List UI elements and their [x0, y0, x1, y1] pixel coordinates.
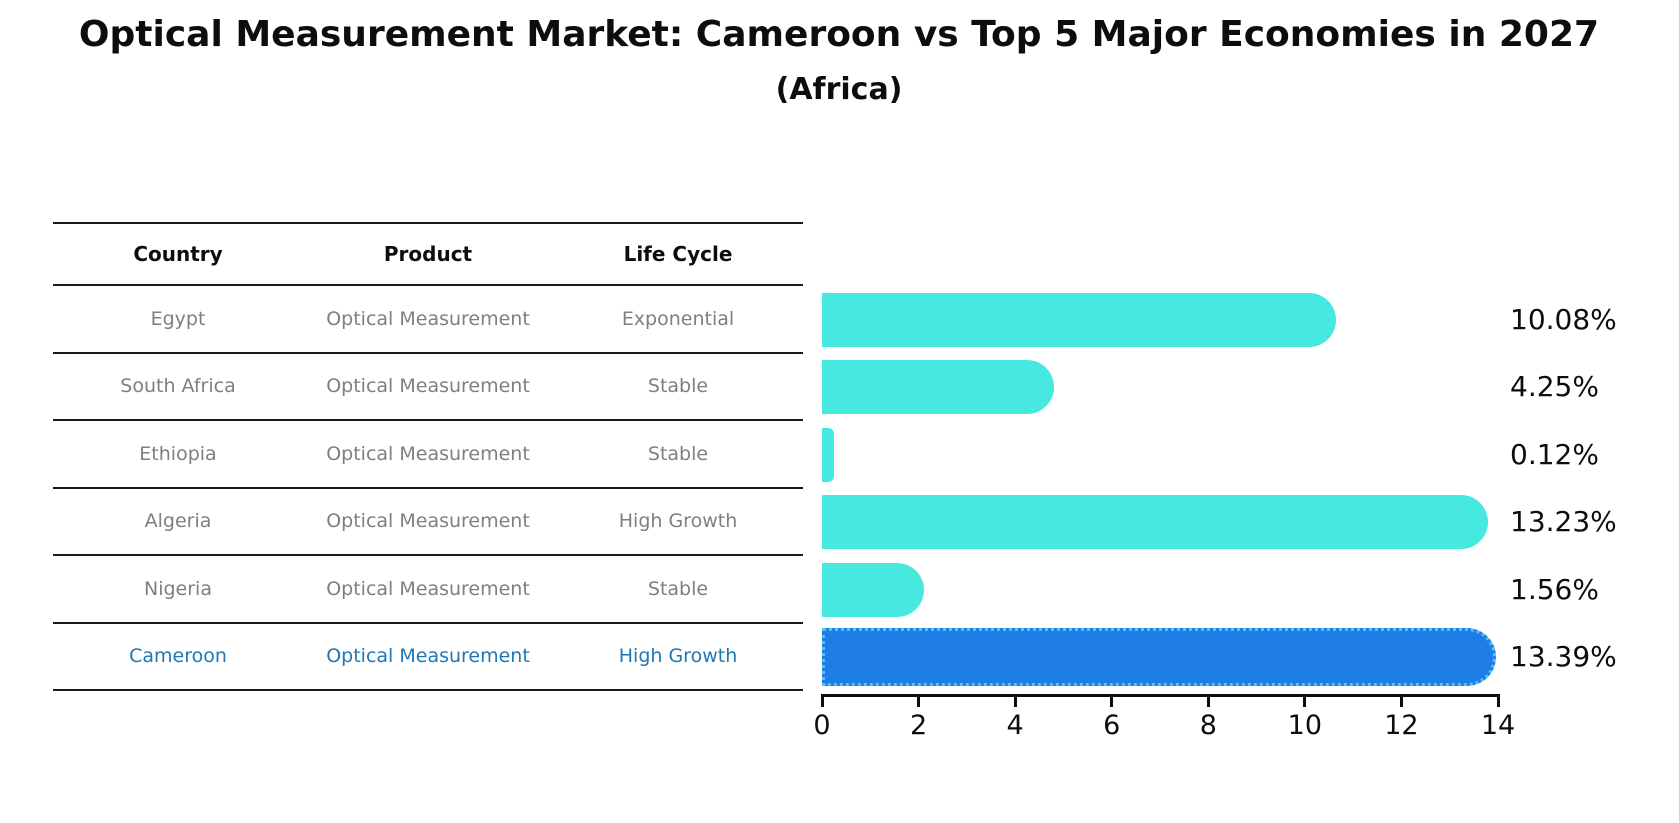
bar-value-label: 4.25%: [1510, 370, 1599, 404]
table-row: Ethiopia Optical Measurement Stable: [53, 421, 803, 489]
table-cell-country: Algeria: [144, 510, 212, 533]
bar-south-africa: [822, 360, 1055, 415]
x-axis-tick: [1303, 694, 1307, 707]
bar-algeria: [822, 495, 1488, 550]
x-axis-tick: [1206, 694, 1210, 707]
table-cell-country: Nigeria: [144, 577, 212, 600]
bar-value-label: 13.23%: [1510, 505, 1617, 539]
bar-value-label: 0.12%: [1510, 437, 1599, 471]
x-axis-tick-label: 2: [909, 710, 928, 741]
x-axis-tick: [1496, 694, 1500, 707]
bar-egypt: [822, 292, 1336, 347]
x-axis-tick-label: 8: [1199, 710, 1217, 741]
bar-value-label: 10.08%: [1510, 302, 1617, 336]
table-cell-life-cycle: Stable: [647, 577, 709, 600]
country-table: Country Product Life Cycle Egypt Optical …: [53, 222, 803, 691]
bar-value-label: 1.56%: [1510, 572, 1599, 606]
chart-title: Optical Measurement Market: Cameroon vs …: [78, 14, 1600, 55]
x-axis-line: [821, 694, 1500, 697]
bar-highlight-cameroon: [822, 628, 1496, 687]
table-cell-country: Cameroon: [129, 645, 227, 668]
table-cell-product: Optical Measurement: [326, 307, 530, 330]
table-header-country: Country: [133, 242, 223, 266]
table-header-row: Country Product Life Cycle: [53, 222, 803, 286]
table-header-life-cycle: Life Cycle: [623, 242, 733, 266]
table-cell-product: Optical Measurement: [326, 510, 530, 533]
table-cell-life-cycle: Exponential: [621, 307, 735, 330]
x-axis-tick-label: 6: [1103, 710, 1121, 741]
table-cell-life-cycle: High Growth: [618, 510, 738, 533]
table-cell-product: Optical Measurement: [326, 645, 530, 668]
table-row: Egypt Optical Measurement Exponential: [53, 286, 803, 354]
table-cell-product: Optical Measurement: [326, 577, 530, 600]
x-axis-tick: [1110, 694, 1114, 707]
table-cell-life-cycle: Stable: [647, 375, 709, 398]
chart-subtitle: (Africa): [775, 72, 903, 107]
table-row: Nigeria Optical Measurement Stable: [53, 556, 803, 624]
table-row: South Africa Optical Measurement Stable: [53, 354, 803, 421]
bar-ethiopia: [822, 427, 834, 482]
x-axis-tick-label: 4: [1006, 710, 1024, 741]
bar-value-label: 13.39%: [1510, 640, 1617, 674]
x-axis-tick: [1013, 694, 1017, 707]
x-axis-tick-label: 14: [1480, 710, 1516, 741]
table-cell-country: Ethiopia: [139, 442, 217, 465]
table-header-product: Product: [383, 242, 473, 266]
table-cell-country: South Africa: [120, 375, 236, 398]
table-row: Algeria Optical Measurement High Growth: [53, 489, 803, 556]
x-axis-tick: [1399, 694, 1403, 707]
table-cell-life-cycle: High Growth: [618, 645, 738, 668]
x-axis-tick-label: 0: [813, 710, 831, 741]
table-cell-product: Optical Measurement: [326, 442, 530, 465]
bar-nigeria: [822, 562, 925, 617]
x-axis-tick: [917, 694, 921, 707]
x-axis-tick: [820, 694, 824, 707]
table-body: Egypt Optical Measurement Exponential South…: [53, 286, 803, 691]
x-axis-tick-label: 10: [1287, 710, 1323, 741]
x-axis-tick-label: 12: [1384, 710, 1419, 741]
table-cell-life-cycle: Stable: [647, 442, 709, 465]
table-row: Cameroon Optical Measurement High Growth: [53, 624, 803, 691]
table-cell-country: Egypt: [150, 307, 206, 330]
table-cell-product: Optical Measurement: [326, 375, 530, 398]
